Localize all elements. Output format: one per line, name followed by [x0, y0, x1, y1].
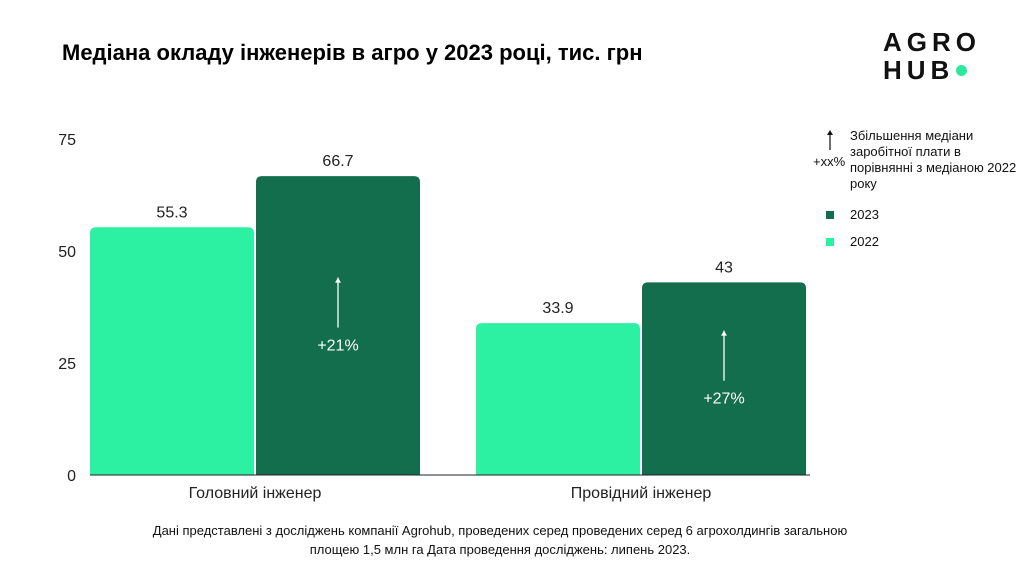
footnote: Дані представлені з досліджень компанії …	[152, 523, 848, 557]
legend-up-arrow-icon	[827, 130, 833, 150]
logo-line-1: AGRO	[883, 27, 981, 57]
data-label: 55.3	[156, 204, 187, 221]
x-category-label: Провідний інженер	[571, 485, 712, 502]
bar-2022	[90, 227, 254, 475]
chart-title: Медіана окладу інженерів в агро у 2023 р…	[62, 40, 643, 65]
y-tick-label: 25	[58, 356, 76, 373]
agrohub-logo: AGRO HUB	[883, 28, 981, 84]
legend-swatch-2022	[826, 237, 834, 246]
legend-item-2023: 2023	[800, 207, 879, 222]
legend-swatch-2023	[826, 210, 834, 219]
legend-item-2022: 2022	[800, 234, 879, 249]
data-label: 33.9	[542, 300, 573, 317]
growth-label: +21%	[317, 338, 358, 355]
data-label: 66.7	[322, 153, 353, 170]
growth-label: +27%	[703, 391, 744, 408]
legend-arrow-description: Збільшення медіани заробітної плати в по…	[850, 128, 1017, 191]
x-category-label: Головний інженер	[189, 485, 322, 502]
growth-arrow-head-icon	[335, 277, 341, 283]
data-label: 43	[715, 259, 733, 276]
logo-line-2-row: HUB	[883, 56, 981, 84]
logo-dot-icon	[956, 64, 968, 76]
y-tick-label: 75	[58, 132, 76, 149]
bar-2022	[476, 323, 640, 475]
y-tick-label: 50	[58, 244, 76, 261]
y-tick-label: 0	[67, 468, 76, 485]
legend-label-2022: 2022	[850, 234, 879, 249]
growth-arrow-head-icon	[721, 330, 727, 336]
legend-arrow-label: +xx%	[813, 154, 846, 169]
logo-line-2: HUB	[883, 55, 955, 85]
legend-arrow-block: +xx%	[800, 128, 846, 188]
legend-label-2023: 2023	[850, 207, 879, 222]
